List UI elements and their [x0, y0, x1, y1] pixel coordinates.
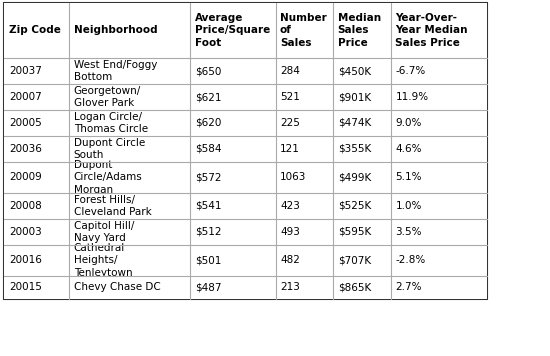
- Bar: [4, 162, 487, 193]
- Text: $512: $512: [195, 227, 221, 237]
- Text: 20005: 20005: [9, 118, 42, 128]
- Text: 20009: 20009: [9, 172, 42, 183]
- Text: Number
of
Sales: Number of Sales: [280, 13, 327, 48]
- Text: 20016: 20016: [9, 255, 42, 266]
- Bar: [4, 245, 487, 276]
- Text: Chevy Chase DC: Chevy Chase DC: [74, 282, 161, 293]
- Text: $707K: $707K: [338, 255, 371, 266]
- Text: $901K: $901K: [338, 92, 371, 102]
- Text: Forest Hills/
Cleveland Park: Forest Hills/ Cleveland Park: [74, 195, 151, 217]
- Text: Capitol Hill/
Navy Yard: Capitol Hill/ Navy Yard: [74, 221, 134, 243]
- Text: 9.0%: 9.0%: [395, 118, 422, 128]
- Text: $650: $650: [195, 66, 221, 76]
- Text: $355K: $355K: [338, 144, 371, 154]
- Text: 2.7%: 2.7%: [395, 282, 422, 293]
- Text: 1063: 1063: [280, 172, 306, 183]
- Bar: [4, 84, 487, 110]
- Text: 20037: 20037: [9, 66, 42, 76]
- Bar: [4, 3, 487, 299]
- Text: $621: $621: [195, 92, 221, 102]
- Text: Neighborhood: Neighborhood: [74, 25, 157, 36]
- Text: Dupont Circle
South: Dupont Circle South: [74, 138, 145, 160]
- Text: $865K: $865K: [338, 282, 371, 293]
- Text: $584: $584: [195, 144, 221, 154]
- Text: 121: 121: [280, 144, 300, 154]
- Text: -2.8%: -2.8%: [395, 255, 426, 266]
- Text: 213: 213: [280, 282, 300, 293]
- Bar: [4, 110, 487, 136]
- Text: Georgetown/
Glover Park: Georgetown/ Glover Park: [74, 86, 141, 108]
- Text: 284: 284: [280, 66, 300, 76]
- Text: 1.0%: 1.0%: [395, 201, 422, 211]
- Text: -6.7%: -6.7%: [395, 66, 426, 76]
- Text: 482: 482: [280, 255, 300, 266]
- Text: West End/Foggy
Bottom: West End/Foggy Bottom: [74, 60, 157, 82]
- Text: 3.5%: 3.5%: [395, 227, 422, 237]
- Text: $487: $487: [195, 282, 221, 293]
- Text: $501: $501: [195, 255, 221, 266]
- Text: $450K: $450K: [338, 66, 371, 76]
- Text: Cathedral
Heights/
Tenleytown: Cathedral Heights/ Tenleytown: [74, 243, 133, 278]
- Text: Zip Code: Zip Code: [9, 25, 60, 36]
- Bar: [4, 276, 487, 299]
- Text: 20015: 20015: [9, 282, 42, 293]
- Text: 5.1%: 5.1%: [395, 172, 422, 183]
- Text: Median
Sales
Price: Median Sales Price: [338, 13, 381, 48]
- Text: $525K: $525K: [338, 201, 371, 211]
- Text: Dupont
Circle/Adams
Morgan: Dupont Circle/Adams Morgan: [74, 160, 142, 195]
- Text: Year-Over-
Year Median
Sales Price: Year-Over- Year Median Sales Price: [395, 13, 468, 48]
- Text: 20008: 20008: [9, 201, 42, 211]
- Bar: [4, 193, 487, 219]
- Text: $572: $572: [195, 172, 221, 183]
- Text: 20036: 20036: [9, 144, 42, 154]
- Bar: [4, 58, 487, 84]
- Text: 20007: 20007: [9, 92, 42, 102]
- Bar: [4, 219, 487, 245]
- Text: 11.9%: 11.9%: [395, 92, 428, 102]
- Text: 521: 521: [280, 92, 300, 102]
- Text: 225: 225: [280, 118, 300, 128]
- Text: $474K: $474K: [338, 118, 371, 128]
- Bar: [4, 136, 487, 162]
- Text: 493: 493: [280, 227, 300, 237]
- Text: $620: $620: [195, 118, 221, 128]
- Text: Average
Price/Square
Foot: Average Price/Square Foot: [195, 13, 270, 48]
- Text: 4.6%: 4.6%: [395, 144, 422, 154]
- Text: $499K: $499K: [338, 172, 371, 183]
- Text: 20003: 20003: [9, 227, 42, 237]
- Text: 423: 423: [280, 201, 300, 211]
- Bar: [4, 3, 487, 58]
- Text: $595K: $595K: [338, 227, 371, 237]
- Text: $541: $541: [195, 201, 221, 211]
- Text: Logan Circle/
Thomas Circle: Logan Circle/ Thomas Circle: [74, 112, 148, 134]
